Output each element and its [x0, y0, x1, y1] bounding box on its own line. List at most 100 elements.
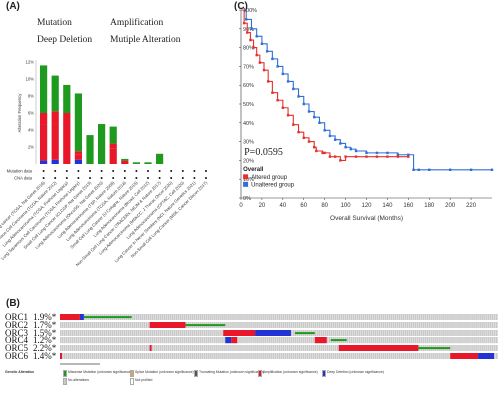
oncoprint-cell [344, 314, 347, 321]
oncoprint-cell [448, 321, 450, 328]
oncoprint-cell [243, 321, 245, 328]
oncoprint-cell [376, 337, 379, 344]
oncoprint-cell [183, 337, 186, 344]
oncoprint-cell [275, 314, 277, 321]
oncoprint-cell [298, 337, 301, 344]
oncoprint-cell [273, 321, 275, 328]
oncoprint-cell [139, 314, 142, 321]
oncoprint-cell [492, 337, 494, 344]
unaltered-censor-mark [448, 168, 452, 171]
oncoprint-cell [147, 321, 150, 328]
oncoprint-cell [249, 345, 251, 352]
oncoprint-cell [155, 329, 158, 336]
oncoprint-cell [306, 337, 309, 344]
oncoprint-cell [207, 353, 209, 360]
oncoprint-cell [292, 345, 295, 352]
oncoprint-cell [362, 321, 365, 328]
oncoprint-cell [370, 314, 373, 321]
oncoprint-cell [241, 337, 243, 344]
cna-data-dot [65, 177, 68, 179]
oncoprint-cell [486, 314, 488, 321]
oncoprint-cell [362, 337, 365, 344]
oncoprint-cell [251, 314, 253, 321]
oncoprint-cell [189, 353, 192, 360]
oncoprint-cell [133, 314, 136, 321]
oncoprint-cell [480, 321, 482, 328]
oncoprint-cell [350, 329, 353, 336]
oncoprint-cell [219, 314, 221, 321]
oncoprint-cell [462, 345, 464, 352]
oncoprint-cell [241, 345, 243, 352]
oncoprint-cell [412, 353, 415, 360]
oncoprint-cell [209, 337, 211, 344]
oncoprint-cell [336, 314, 339, 321]
oncoprint-cell [350, 314, 353, 321]
mutation-data-dot [54, 170, 57, 172]
oncoprint-cell [426, 329, 428, 336]
oncoprint-cell [217, 337, 219, 344]
oncoprint-cell [69, 329, 72, 336]
oncoprint-cell [364, 329, 367, 336]
bar-segment [121, 160, 129, 164]
oncoprint-cell [91, 345, 94, 352]
oncoprint-cell [141, 353, 144, 360]
oncoprint-cell [394, 321, 397, 328]
oncoprint-cell [149, 314, 152, 321]
oncoprint-cell [382, 321, 385, 328]
oncoprint-scrollbar[interactable] [60, 362, 100, 365]
oncoprint-cell [219, 353, 221, 360]
oncoprint-cell [203, 337, 205, 344]
altered-censor-mark [302, 136, 305, 140]
oncoprint-cell [245, 314, 247, 321]
oncoprint-cell [191, 353, 194, 360]
oncoprint-cell [103, 337, 106, 344]
gene-track [60, 329, 498, 336]
oncoprint-cell [312, 314, 315, 321]
oncoprint-cell [269, 345, 271, 352]
y-tick-label: 2% [28, 145, 34, 150]
oncoprint-cell [426, 314, 428, 321]
oncoprint-cell [187, 314, 190, 321]
oncoprint-cell [352, 314, 355, 321]
bar-segment [51, 159, 59, 164]
oncoprint-cell [410, 353, 413, 360]
oncoprint-cell [484, 337, 486, 344]
oncoprint-cell [492, 314, 494, 321]
oncoprint-cell [420, 353, 422, 360]
mutation-data-dot [147, 170, 149, 172]
oncoprint-cell [241, 314, 243, 321]
oncoprint-cell [456, 345, 458, 352]
oncoprint-cell [99, 321, 102, 328]
oncoprint-cell [63, 337, 66, 344]
oncoprint-cell [60, 329, 62, 336]
oncoprint-cell [300, 321, 303, 328]
oncoprint-cell [464, 337, 466, 344]
oncoprint-cell [470, 329, 472, 336]
unaltered-censor-mark [490, 168, 494, 171]
oncoprint-cell [294, 353, 297, 360]
oncoprint-cell [121, 329, 124, 336]
oncoprint-cell [277, 345, 279, 352]
oncoprint-cell [444, 329, 446, 336]
bar-segment [51, 75, 59, 112]
unaltered-censor-mark [386, 151, 389, 155]
gene-alteration-percent: 2.2%* [33, 343, 57, 354]
oncoprint-cell [175, 329, 178, 336]
oncoprint-cell [282, 321, 285, 328]
oncoprint-cell [330, 321, 333, 328]
oncoprint-cell [448, 353, 450, 360]
oncoprint-cell [77, 337, 80, 344]
oncoprint-cell [438, 314, 440, 321]
altered-censor-mark [249, 38, 252, 42]
oncoprint-cell [356, 329, 359, 336]
oncoprint-cell [133, 329, 136, 336]
oncoprint-cell [488, 345, 490, 352]
oncoprint-alteration [314, 337, 327, 344]
oncoprint-cell [312, 321, 315, 328]
oncoprint-cell [476, 314, 478, 321]
oncoprint-cell [362, 314, 365, 321]
oncoprint-cell [83, 345, 86, 352]
oncoprint-cell [476, 329, 478, 336]
oncoprint-cell [280, 345, 283, 352]
oncoprint-cell [318, 353, 321, 360]
